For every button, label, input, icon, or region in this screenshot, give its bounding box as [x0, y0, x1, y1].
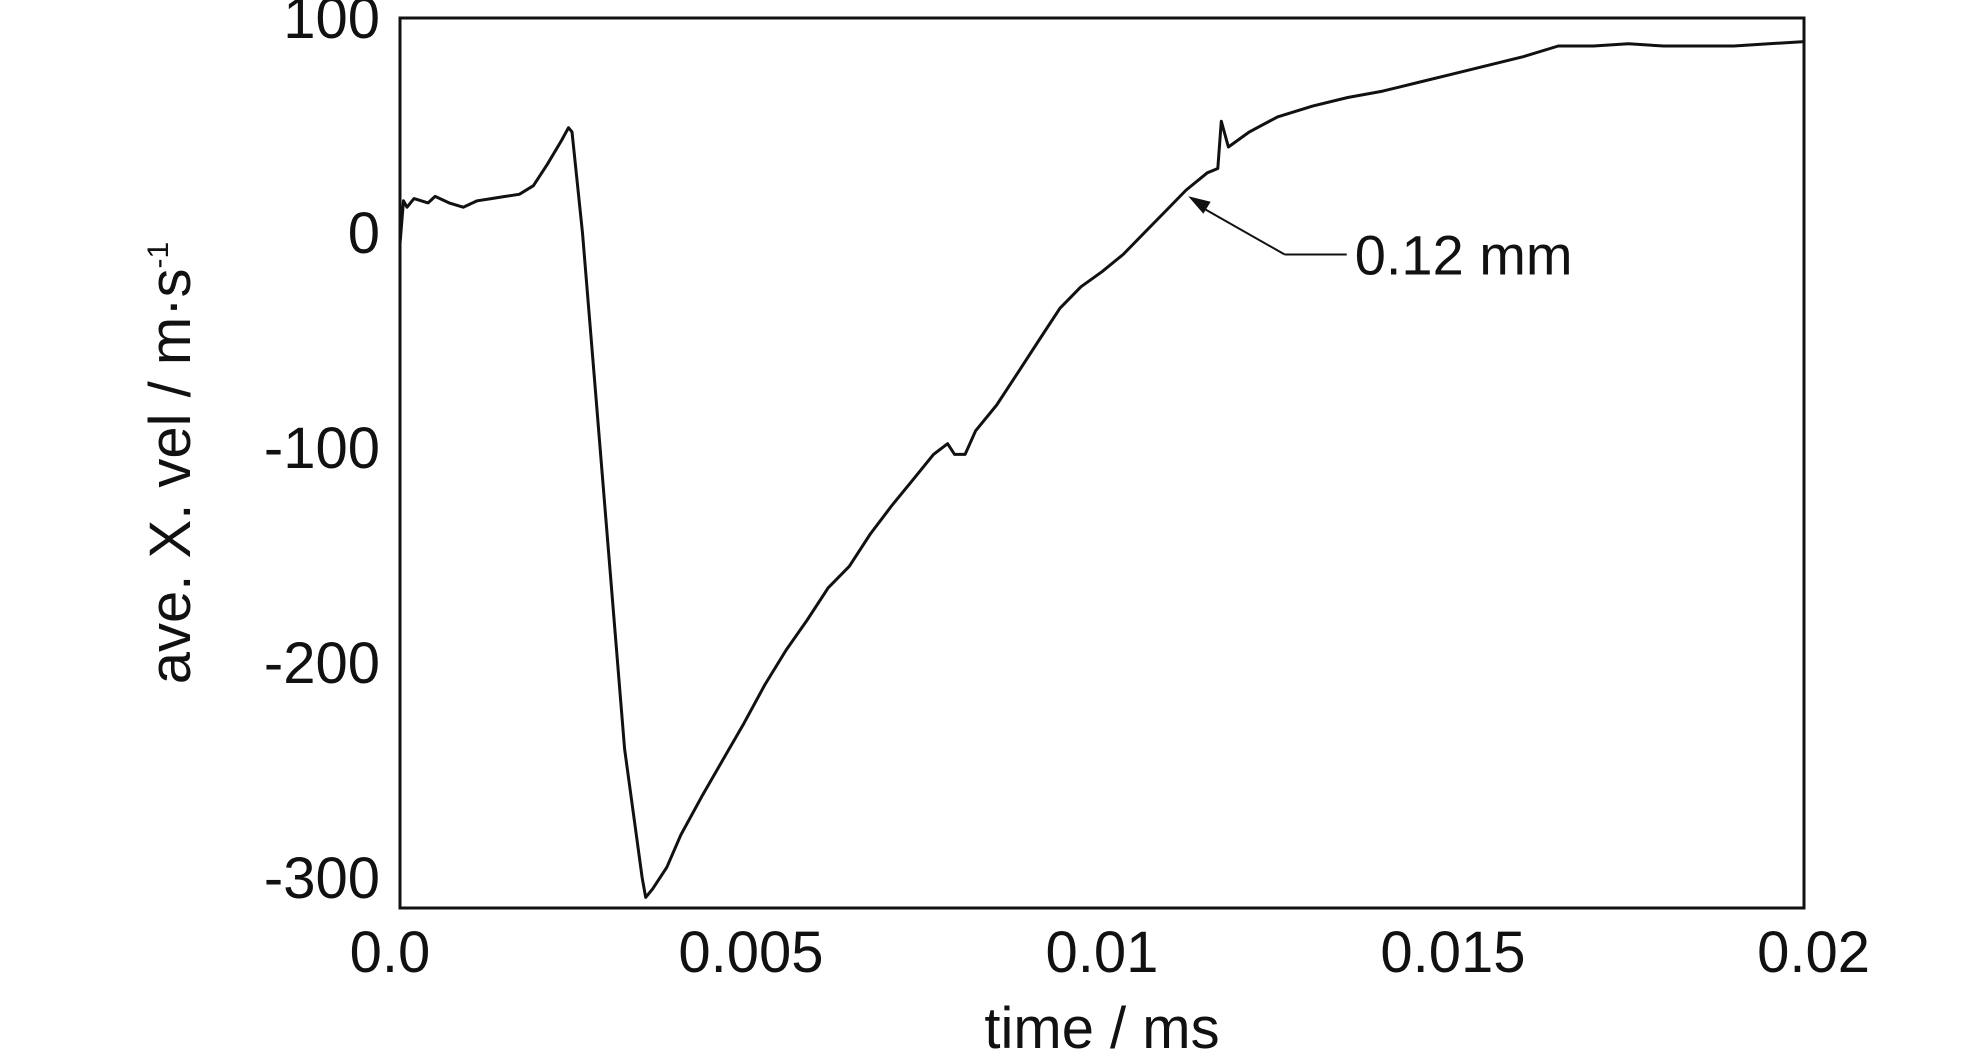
x-tick-label: 0.005: [678, 920, 823, 985]
x-axis-label: time / ms: [984, 996, 1219, 1061]
y-axis-label-main: ave. X. vel / m·s: [138, 268, 203, 684]
plot-frame: [398, 16, 1806, 910]
y-tick-label: 100: [283, 0, 380, 51]
y-axis-label-superscript: -1: [142, 242, 175, 269]
annotation-leader-line: [1195, 203, 1286, 256]
annotation-label: 0.12 mm: [1355, 224, 1573, 287]
y-tick-label: -200: [264, 631, 380, 696]
y-axis-label-group: ave. X. vel / m·s-1: [138, 242, 203, 684]
series-line: [398, 40, 1805, 899]
annotation-arrowhead: [1188, 196, 1211, 214]
annotation: 0.12 mm: [1188, 196, 1573, 287]
y-axis: 100 0 -100 -200 -300: [264, 0, 380, 911]
y-tick-label: -300: [264, 846, 380, 911]
y-tick-label: 0: [348, 201, 380, 266]
x-tick-label: 0.01: [1046, 920, 1159, 985]
y-tick-label: -100: [264, 416, 380, 481]
x-tick-label: 0.015: [1380, 920, 1525, 985]
x-tick-label: 0.02: [1757, 920, 1870, 985]
y-axis-label: ave. X. vel / m·s-1: [138, 242, 203, 684]
x-tick-label: 0.0: [350, 920, 431, 985]
x-axis: 0.0 0.005 0.01 0.015 0.02: [350, 920, 1870, 985]
